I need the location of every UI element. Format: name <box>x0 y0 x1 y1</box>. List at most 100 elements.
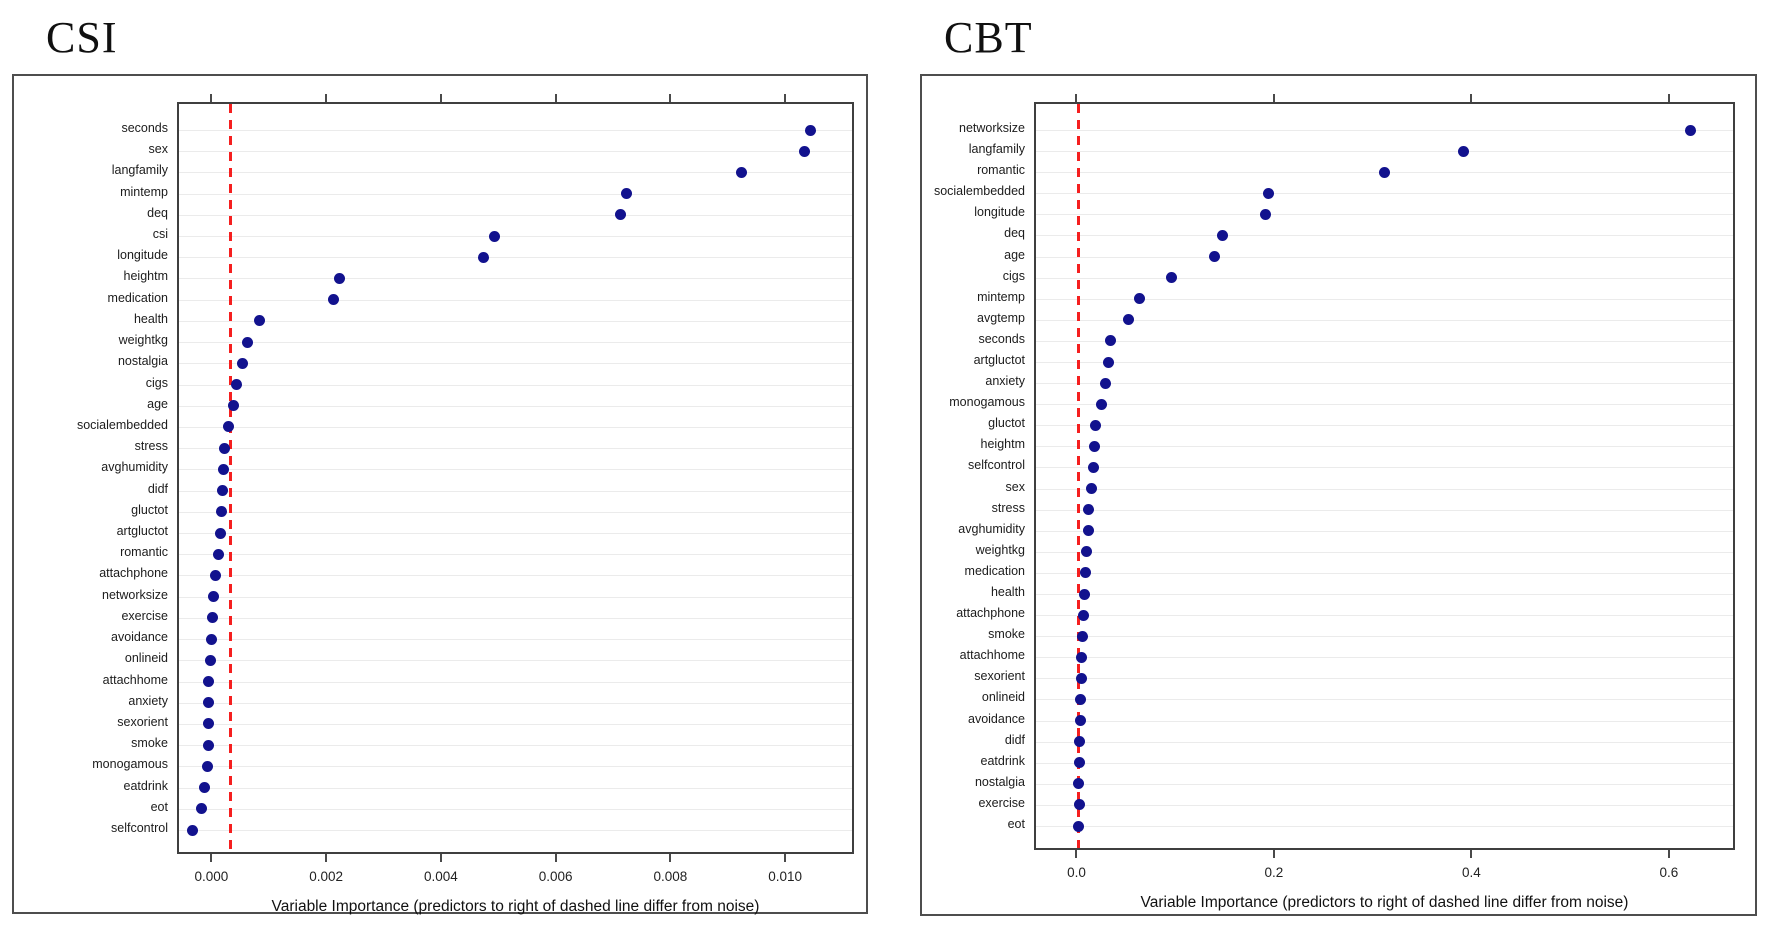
data-point <box>1074 693 1086 705</box>
data-point <box>1165 272 1177 284</box>
gridline <box>1036 151 1733 152</box>
x-axis-tick <box>1272 94 1275 102</box>
gridline <box>179 257 852 258</box>
category-label: networksize <box>959 121 1025 135</box>
category-label: health <box>990 585 1025 599</box>
category-label: didf <box>1004 732 1025 747</box>
category-label: attachhome <box>102 672 168 687</box>
x-axis-tick-label: 0.006 <box>538 869 573 884</box>
data-point <box>209 569 221 581</box>
gridline <box>1036 257 1733 258</box>
gridline <box>1036 425 1733 426</box>
gridline <box>179 236 852 237</box>
gridline <box>179 130 852 131</box>
category-label: seconds <box>121 121 168 135</box>
noise-threshold-line <box>1076 104 1080 848</box>
data-point <box>222 421 234 433</box>
category-label: romantic <box>977 163 1025 178</box>
x-axis-tick <box>1075 94 1078 102</box>
data-point <box>1080 546 1092 558</box>
gridline <box>1036 362 1733 363</box>
data-point <box>242 336 254 348</box>
data-point <box>203 739 215 751</box>
data-point <box>205 633 217 645</box>
gridline <box>179 278 852 279</box>
data-point <box>205 654 217 666</box>
category-label: attachphone <box>99 566 168 581</box>
category-label: didf <box>147 481 168 496</box>
x-axis-tick-label: 0.2 <box>1264 865 1284 880</box>
data-point <box>1076 630 1088 642</box>
x-axis-tick <box>669 94 672 102</box>
x-axis-tick <box>554 854 557 862</box>
x-axis-tick <box>325 94 328 102</box>
category-label: langfamily <box>111 163 168 178</box>
category-label: avoidance <box>968 711 1025 726</box>
category-label: onlineid <box>981 690 1025 705</box>
gridline <box>179 363 852 364</box>
gridline <box>1036 193 1733 194</box>
x-axis-tick <box>1667 850 1670 858</box>
x-axis-title: Variable Importance (predictors to right… <box>271 898 760 915</box>
data-point <box>213 548 225 560</box>
data-point <box>1082 525 1094 537</box>
gridline <box>179 172 852 173</box>
gridline <box>1036 531 1733 532</box>
gridline <box>1036 446 1733 447</box>
category-label: medication <box>964 563 1025 578</box>
data-point <box>1134 293 1146 305</box>
category-label: age <box>1004 247 1025 262</box>
gridline <box>1036 784 1733 785</box>
gridline <box>179 639 852 640</box>
x-axis-tick <box>784 854 787 862</box>
x-axis-tick <box>210 854 213 862</box>
x-axis-tick-label: 0.4 <box>1461 865 1481 880</box>
data-point <box>1262 187 1274 199</box>
gridline <box>1036 699 1733 700</box>
plot-area <box>1034 102 1735 850</box>
x-axis-tick-label: 0.010 <box>768 869 803 884</box>
data-point <box>1087 461 1099 473</box>
x-axis-tick <box>325 854 328 862</box>
x-axis-tick <box>1075 850 1078 858</box>
category-label: eot <box>150 799 168 814</box>
gridline <box>1036 657 1733 658</box>
category-label: selfcontrol <box>111 821 168 835</box>
gridline <box>179 788 852 789</box>
category-label: mintemp <box>120 184 168 199</box>
category-label: smoke <box>131 736 168 751</box>
category-label: medication <box>107 290 168 305</box>
gridline <box>179 724 852 725</box>
category-label: monogamous <box>92 757 168 772</box>
gridline <box>1036 404 1733 405</box>
data-point <box>1099 377 1111 389</box>
gridline <box>1036 721 1733 722</box>
gridline <box>179 491 852 492</box>
data-point <box>217 485 229 497</box>
category-label: nostalgia <box>117 354 168 369</box>
gridline <box>179 618 852 619</box>
category-label: networksize <box>102 587 168 602</box>
data-point <box>198 782 210 794</box>
category-label: gluctot <box>131 502 168 517</box>
gridline <box>179 469 852 470</box>
gridline <box>179 300 852 301</box>
category-label: sexorient <box>974 669 1025 684</box>
gridline <box>179 809 852 810</box>
gridline <box>1036 805 1733 806</box>
data-point <box>1102 356 1114 368</box>
data-point <box>1075 651 1087 663</box>
category-label: csi <box>152 227 168 242</box>
category-label: attachhome <box>959 648 1025 663</box>
data-point <box>804 124 816 136</box>
gridline <box>1036 763 1733 764</box>
gridline <box>179 575 852 576</box>
chart-panel-csi: seconds sex langfamily mintemp deq csi longitu… <box>12 74 868 915</box>
category-label: onlineid <box>124 651 168 666</box>
x-axis-tick-label: 0.6 <box>1659 865 1679 880</box>
data-point <box>1075 672 1087 684</box>
data-point <box>798 145 810 157</box>
data-point <box>1072 778 1084 790</box>
chart-panel-cbt: networksize langfamily romantic socialembed… <box>920 74 1757 916</box>
category-label: deq <box>147 205 168 220</box>
